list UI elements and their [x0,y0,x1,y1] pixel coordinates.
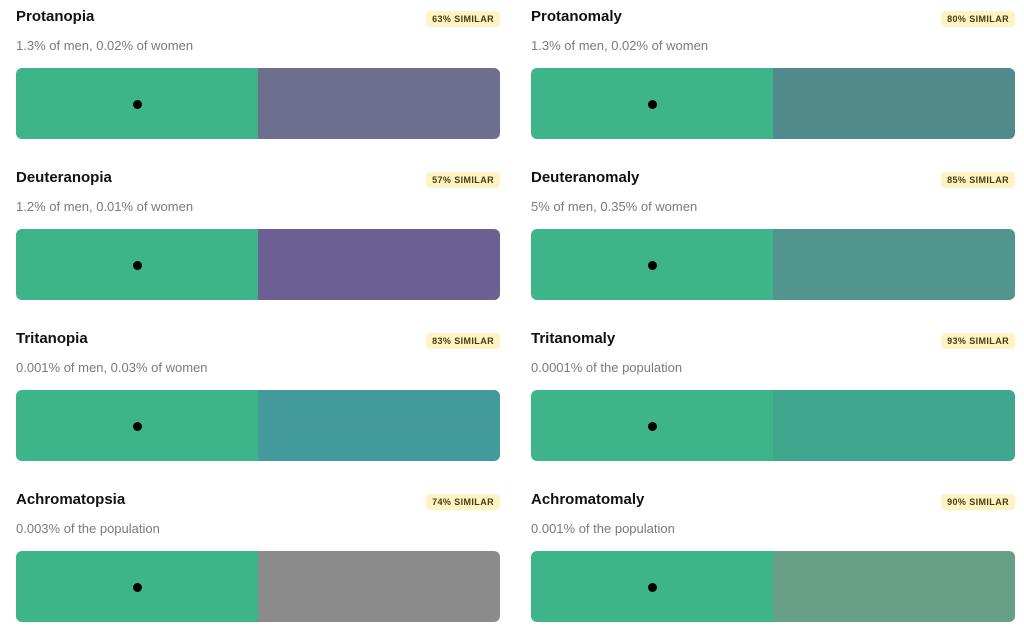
similarity-badge: 80% SIMILAR [941,11,1015,27]
simulated-color-swatch [773,68,1015,139]
card-title: Deuteranopia [16,169,112,186]
card-title: Protanomaly [531,8,622,25]
color-comparison-swatch [531,551,1015,622]
original-color-swatch [16,551,258,622]
original-color-swatch [531,551,773,622]
original-color-swatch [16,390,258,461]
prevalence-text: 0.003% of the population [16,521,160,536]
original-marker-dot [133,582,142,592]
color-comparison-swatch [531,68,1015,139]
original-marker-dot [648,582,657,592]
similarity-badge: 63% SIMILAR [426,11,500,27]
simulated-color-swatch [773,229,1015,300]
card-title: Achromatomaly [531,491,645,508]
card-title: Achromatopsia [16,491,126,508]
original-color-swatch [16,68,258,139]
similarity-badge: 90% SIMILAR [941,494,1015,510]
original-marker-dot [648,421,657,431]
similarity-badge: 57% SIMILAR [426,172,500,188]
similarity-badge: 83% SIMILAR [426,333,500,349]
card-title: Protanopia [16,8,95,25]
simulated-color-swatch [773,390,1015,461]
simulated-color-swatch [258,551,500,622]
color-comparison-swatch [16,68,500,139]
card-title: Tritanomaly [531,330,616,347]
card-title: Deuteranomaly [531,169,640,186]
similarity-badge: 74% SIMILAR [426,494,500,510]
color-comparison-swatch [16,551,500,622]
prevalence-text: 1.3% of men, 0.02% of women [531,38,709,53]
similarity-badge: 85% SIMILAR [941,172,1015,188]
similarity-badge: 93% SIMILAR [941,333,1015,349]
card-tritanomaly: Tritanomaly 93% SIMILAR 0.0001% of the p… [531,322,1015,472]
simulated-color-swatch [258,390,500,461]
color-comparison-swatch [531,229,1015,300]
card-deuteranopia: Deuteranopia 57% SIMILAR 1.2% of men, 0.… [16,161,500,311]
card-achromatopsia: Achromatopsia 74% SIMILAR 0.003% of the … [16,483,500,633]
simulated-color-swatch [258,229,500,300]
card-achromatomaly: Achromatomaly 90% SIMILAR 0.001% of the … [531,483,1015,633]
card-deuteranomaly: Deuteranomaly 85% SIMILAR 5% of men, 0.3… [531,161,1015,311]
card-protanopia: Protanopia 63% SIMILAR 1.3% of men, 0.02… [16,0,500,150]
card-protanomaly: Protanomaly 80% SIMILAR 1.3% of men, 0.0… [531,0,1015,150]
card-title: Tritanopia [16,330,88,347]
prevalence-text: 1.2% of men, 0.01% of women [16,199,194,214]
original-marker-dot [648,99,657,109]
original-marker-dot [648,260,657,270]
original-marker-dot [133,421,142,431]
original-color-swatch [16,229,258,300]
card-tritanopia: Tritanopia 83% SIMILAR 0.001% of men, 0.… [16,322,500,472]
color-comparison-swatch [16,390,500,461]
prevalence-text: 1.3% of men, 0.02% of women [16,38,194,53]
color-comparison-swatch [531,390,1015,461]
simulated-color-swatch [258,68,500,139]
prevalence-text: 0.0001% of the population [531,360,683,375]
original-marker-dot [133,260,142,270]
prevalence-text: 0.001% of the population [531,521,675,536]
original-marker-dot [133,99,142,109]
original-color-swatch [531,229,773,300]
original-color-swatch [531,68,773,139]
color-comparison-swatch [16,229,500,300]
prevalence-text: 0.001% of men, 0.03% of women [16,360,208,375]
simulated-color-swatch [773,551,1015,622]
original-color-swatch [531,390,773,461]
prevalence-text: 5% of men, 0.35% of women [531,199,698,214]
